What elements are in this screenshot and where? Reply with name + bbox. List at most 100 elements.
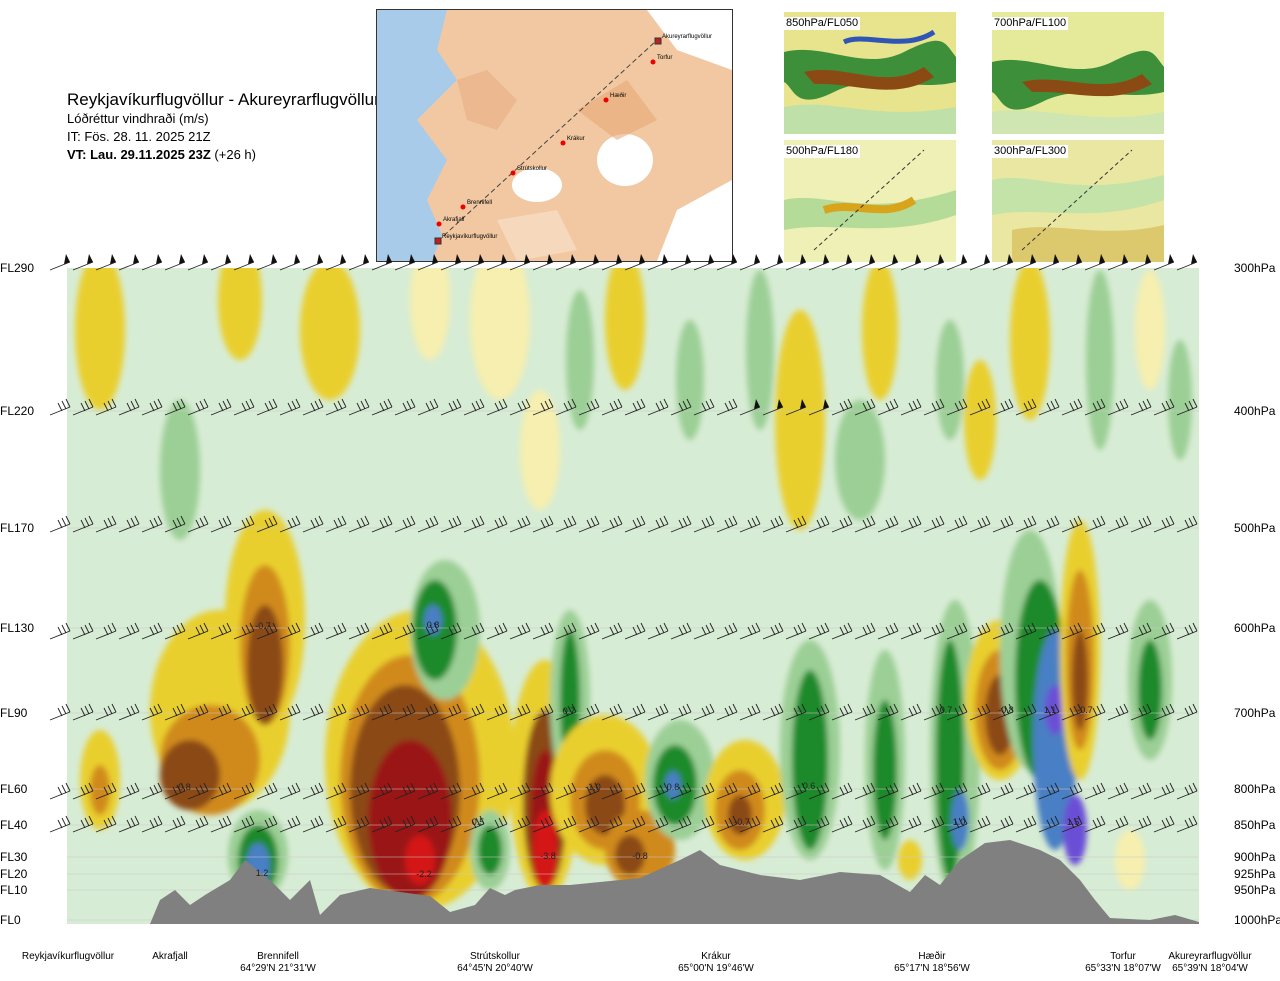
contour-value-label: 0.7 (563, 706, 576, 716)
wind-barb (555, 254, 577, 271)
contour-value-label: 1.5 (1067, 817, 1080, 827)
contour-value-label: 0.7 (940, 705, 953, 715)
wind-barb (601, 515, 623, 533)
location-name: Strútskollur (469, 951, 520, 962)
wind-barb (762, 515, 784, 533)
location-coord: 65°00'N 19°46'W (678, 963, 754, 974)
wind-barb (992, 254, 1014, 271)
wind-barb (1015, 398, 1037, 416)
wind-barb (256, 703, 278, 721)
wind-barb (486, 254, 508, 271)
wind-barb (348, 398, 370, 416)
location-label: Akureyrarflugvöllur 65°39'N 18°04'W (1160, 951, 1260, 975)
hpa-tick-label: 600hPa (1234, 621, 1276, 635)
wind-barb (831, 515, 853, 533)
wind-barb (187, 703, 209, 721)
wind-barb (739, 782, 761, 800)
terrain-profile (67, 840, 1199, 924)
wind-barb (141, 703, 163, 721)
wind-barb (1107, 782, 1129, 800)
wind-barb (417, 398, 439, 416)
wind-barbs (49, 254, 1198, 833)
wind-barb (854, 782, 876, 800)
wind-barb (831, 815, 853, 833)
map-point-marker (603, 97, 609, 103)
wind-barb (1061, 254, 1083, 271)
wind-barb (762, 782, 784, 800)
wind-barb (1038, 815, 1060, 833)
wind-barb (624, 398, 646, 416)
wind-barb (417, 815, 439, 833)
wind-barb (992, 515, 1014, 533)
wind-barb (187, 815, 209, 833)
hpa-tick-label: 500hPa (1234, 521, 1276, 535)
wind-barb (1038, 398, 1060, 416)
wind-barb (532, 703, 554, 721)
wind-barb (601, 398, 623, 416)
wind-barb (95, 815, 117, 833)
wind-barb (601, 703, 623, 721)
wind-barb (946, 398, 968, 416)
wind-barb (532, 515, 554, 533)
wind-barb (601, 622, 623, 640)
wind-barb (233, 622, 255, 640)
wind-barb (118, 815, 140, 833)
wind-barb (210, 622, 232, 640)
chart-title-block: Reykjavíkurflugvöllur - Akureyrarflugvöl… (67, 90, 380, 164)
wind-barb (624, 815, 646, 833)
fl-tick-label: FL170 (0, 521, 35, 535)
wind-barb (118, 515, 140, 533)
wind-barb (417, 515, 439, 533)
wind-barb (463, 515, 485, 533)
wind-barb (1107, 515, 1129, 533)
wind-barb (417, 703, 439, 721)
wind-barb (256, 815, 278, 833)
thumbnail-500hpa[interactable]: 500hPa/FL180 (784, 140, 956, 262)
map-point-label: Krákur (567, 136, 585, 142)
field-contour (1168, 340, 1192, 460)
wind-barb (348, 622, 370, 640)
field-contour (1135, 270, 1165, 390)
wind-barb (716, 703, 738, 721)
wind-barb (164, 515, 186, 533)
thumbnail-300hpa[interactable]: 300hPa/FL300 (992, 140, 1164, 262)
wind-barb (118, 398, 140, 416)
wind-barb (509, 782, 531, 800)
thumbnail-700hpa[interactable]: 700hPa/FL100 (992, 12, 1164, 134)
contour-value-label: -3.8 (540, 851, 556, 861)
wind-barb (647, 782, 669, 800)
wind-barb (210, 398, 232, 416)
contour-value-label: 1.2 (256, 868, 269, 878)
wind-barb (279, 782, 301, 800)
wind-barb (670, 622, 692, 640)
map-point-marker (460, 204, 466, 210)
contour-value-label: 0.8 (667, 782, 680, 792)
thumbnail-label: 300hPa/FL300 (992, 145, 1069, 158)
wind-barb (325, 398, 347, 416)
field-contour (405, 835, 435, 885)
wind-barb (969, 815, 991, 833)
wind-barb (302, 782, 324, 800)
wind-barb (808, 622, 830, 640)
wind-barb (440, 515, 462, 533)
thumbnail-850hpa[interactable]: 850hPa/FL050 (784, 12, 956, 134)
wind-barb (900, 782, 922, 800)
wind-barb (1038, 515, 1060, 533)
wind-barb (693, 703, 715, 721)
field-contour (424, 605, 442, 635)
wind-barb (946, 622, 968, 640)
field-contour (615, 835, 645, 875)
wind-barb (854, 703, 876, 721)
field-contour (410, 268, 450, 360)
wind-barb (348, 703, 370, 721)
wind-barb (923, 515, 945, 533)
wind-barb (900, 398, 922, 416)
wind-barb (164, 703, 186, 721)
wind-barb (785, 515, 807, 533)
wind-barb (509, 515, 531, 533)
wind-barb (532, 782, 554, 800)
map-point-marker (650, 59, 656, 65)
wind-barb (854, 622, 876, 640)
hpa-tick-label: 700hPa (1234, 706, 1276, 720)
map-airport-marker (654, 37, 662, 45)
